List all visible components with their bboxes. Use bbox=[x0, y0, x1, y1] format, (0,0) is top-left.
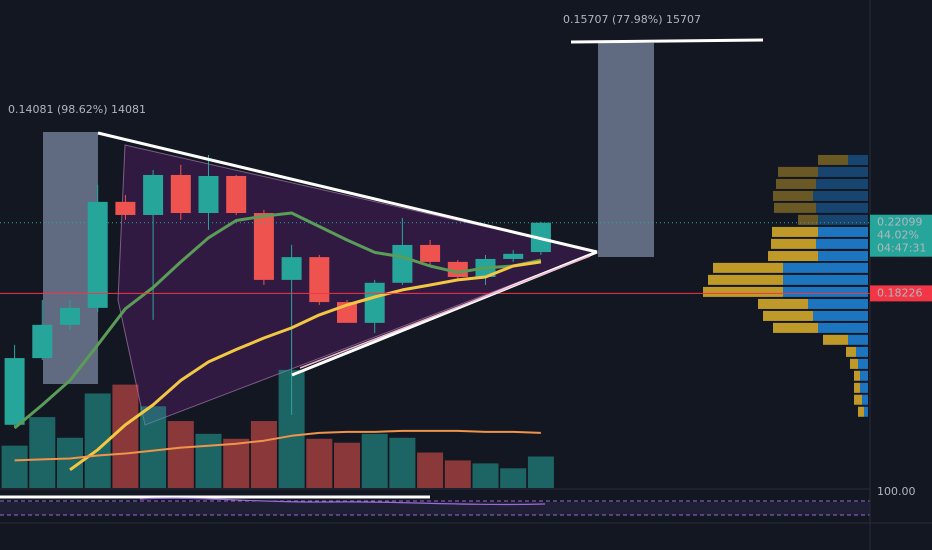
profile-up bbox=[813, 310, 868, 321]
candle-body bbox=[503, 253, 524, 259]
profile-up bbox=[816, 178, 868, 189]
volume-bar bbox=[527, 456, 554, 488]
candle-body bbox=[198, 175, 219, 214]
profile-down bbox=[798, 214, 818, 225]
profile-up bbox=[848, 334, 868, 345]
profile-up bbox=[783, 274, 868, 285]
target-line bbox=[570, 38, 764, 44]
volume-bar bbox=[29, 417, 56, 488]
profile-up bbox=[856, 346, 868, 357]
profile-down bbox=[758, 298, 808, 309]
annotation: 0.15707 (77.98%) 15707 bbox=[563, 13, 701, 26]
candle-body bbox=[170, 174, 191, 214]
profile-down bbox=[854, 382, 860, 393]
marker-price-label: 0.18226 bbox=[877, 286, 923, 299]
volume-bar bbox=[500, 468, 527, 488]
profile-up bbox=[808, 298, 868, 309]
profile-down bbox=[850, 358, 858, 369]
candle-body bbox=[60, 307, 80, 325]
volume-bar bbox=[444, 460, 471, 488]
profile-up bbox=[818, 251, 868, 262]
volume-bar bbox=[140, 406, 167, 488]
profile-down bbox=[778, 166, 818, 177]
candle-body bbox=[309, 257, 330, 303]
ma-line bbox=[13, 211, 542, 430]
profile-down bbox=[823, 334, 848, 345]
countdown: 04:47:31 bbox=[877, 242, 926, 255]
profile-up bbox=[860, 382, 868, 393]
profile-down bbox=[776, 178, 816, 189]
ma-line bbox=[69, 260, 542, 472]
profile-down bbox=[768, 251, 818, 262]
candle-body bbox=[447, 261, 468, 277]
candle-body bbox=[115, 201, 136, 215]
candle-body bbox=[253, 213, 274, 280]
trend-line bbox=[97, 131, 598, 254]
profile-up bbox=[818, 226, 868, 237]
volume-bar bbox=[389, 437, 416, 488]
profile-up bbox=[864, 406, 868, 417]
candle-body bbox=[281, 257, 302, 280]
candle-body bbox=[87, 201, 108, 308]
candle-body bbox=[143, 174, 164, 215]
last-price-box bbox=[870, 214, 932, 257]
profile-down bbox=[774, 202, 816, 213]
profile-up bbox=[818, 166, 868, 177]
volume-bar bbox=[167, 421, 194, 488]
profile-down bbox=[771, 238, 816, 249]
profile-up bbox=[783, 262, 868, 273]
indicator-value: 100.00 bbox=[877, 485, 916, 498]
profile-down bbox=[854, 370, 860, 381]
profile-up bbox=[848, 154, 868, 165]
volume-bar bbox=[223, 438, 250, 488]
candle-body bbox=[32, 324, 53, 359]
profile-down bbox=[846, 346, 856, 357]
volume-bar bbox=[112, 384, 139, 488]
volume-bar bbox=[417, 452, 444, 488]
candle-body bbox=[420, 244, 441, 262]
profile-down bbox=[773, 190, 813, 201]
indicator-line bbox=[139, 497, 546, 506]
volume-bar bbox=[334, 442, 360, 488]
ma-line bbox=[14, 429, 541, 462]
profile-up bbox=[860, 370, 868, 381]
trend-line bbox=[299, 255, 591, 369]
profile-up bbox=[813, 190, 868, 201]
profile-up bbox=[858, 358, 868, 369]
profile-up bbox=[818, 322, 868, 333]
marker-price-box bbox=[870, 285, 932, 302]
profile-down bbox=[703, 286, 783, 297]
candle-body bbox=[364, 282, 385, 323]
profile-down bbox=[858, 406, 864, 417]
profile-down bbox=[772, 226, 818, 237]
volume-bar bbox=[472, 463, 499, 488]
profile-up bbox=[816, 202, 868, 213]
measure-box bbox=[598, 43, 654, 257]
annotation: 0.14081 (98.62%) 14081 bbox=[8, 103, 146, 116]
profile-up bbox=[862, 394, 868, 405]
profile-up bbox=[816, 238, 868, 249]
last-price-label: 0.22099 bbox=[877, 216, 923, 229]
profile-down bbox=[854, 394, 862, 405]
volume-bar bbox=[250, 421, 277, 488]
profile-down bbox=[818, 154, 848, 165]
volume-bar bbox=[1, 445, 28, 488]
indicator-fill bbox=[0, 502, 870, 515]
profile-down bbox=[773, 322, 818, 333]
candle-body bbox=[392, 244, 413, 283]
candle-body bbox=[4, 358, 25, 425]
volume-bar bbox=[306, 438, 333, 488]
volume-bar bbox=[361, 433, 388, 488]
profile-down bbox=[708, 274, 783, 285]
candle-body bbox=[226, 175, 247, 214]
last-price-change: 44.02% bbox=[877, 229, 919, 242]
volume-bar bbox=[195, 433, 222, 488]
profile-down bbox=[763, 310, 813, 321]
profile-up bbox=[818, 214, 868, 225]
profile-up bbox=[783, 286, 868, 297]
profile-down bbox=[713, 262, 783, 273]
